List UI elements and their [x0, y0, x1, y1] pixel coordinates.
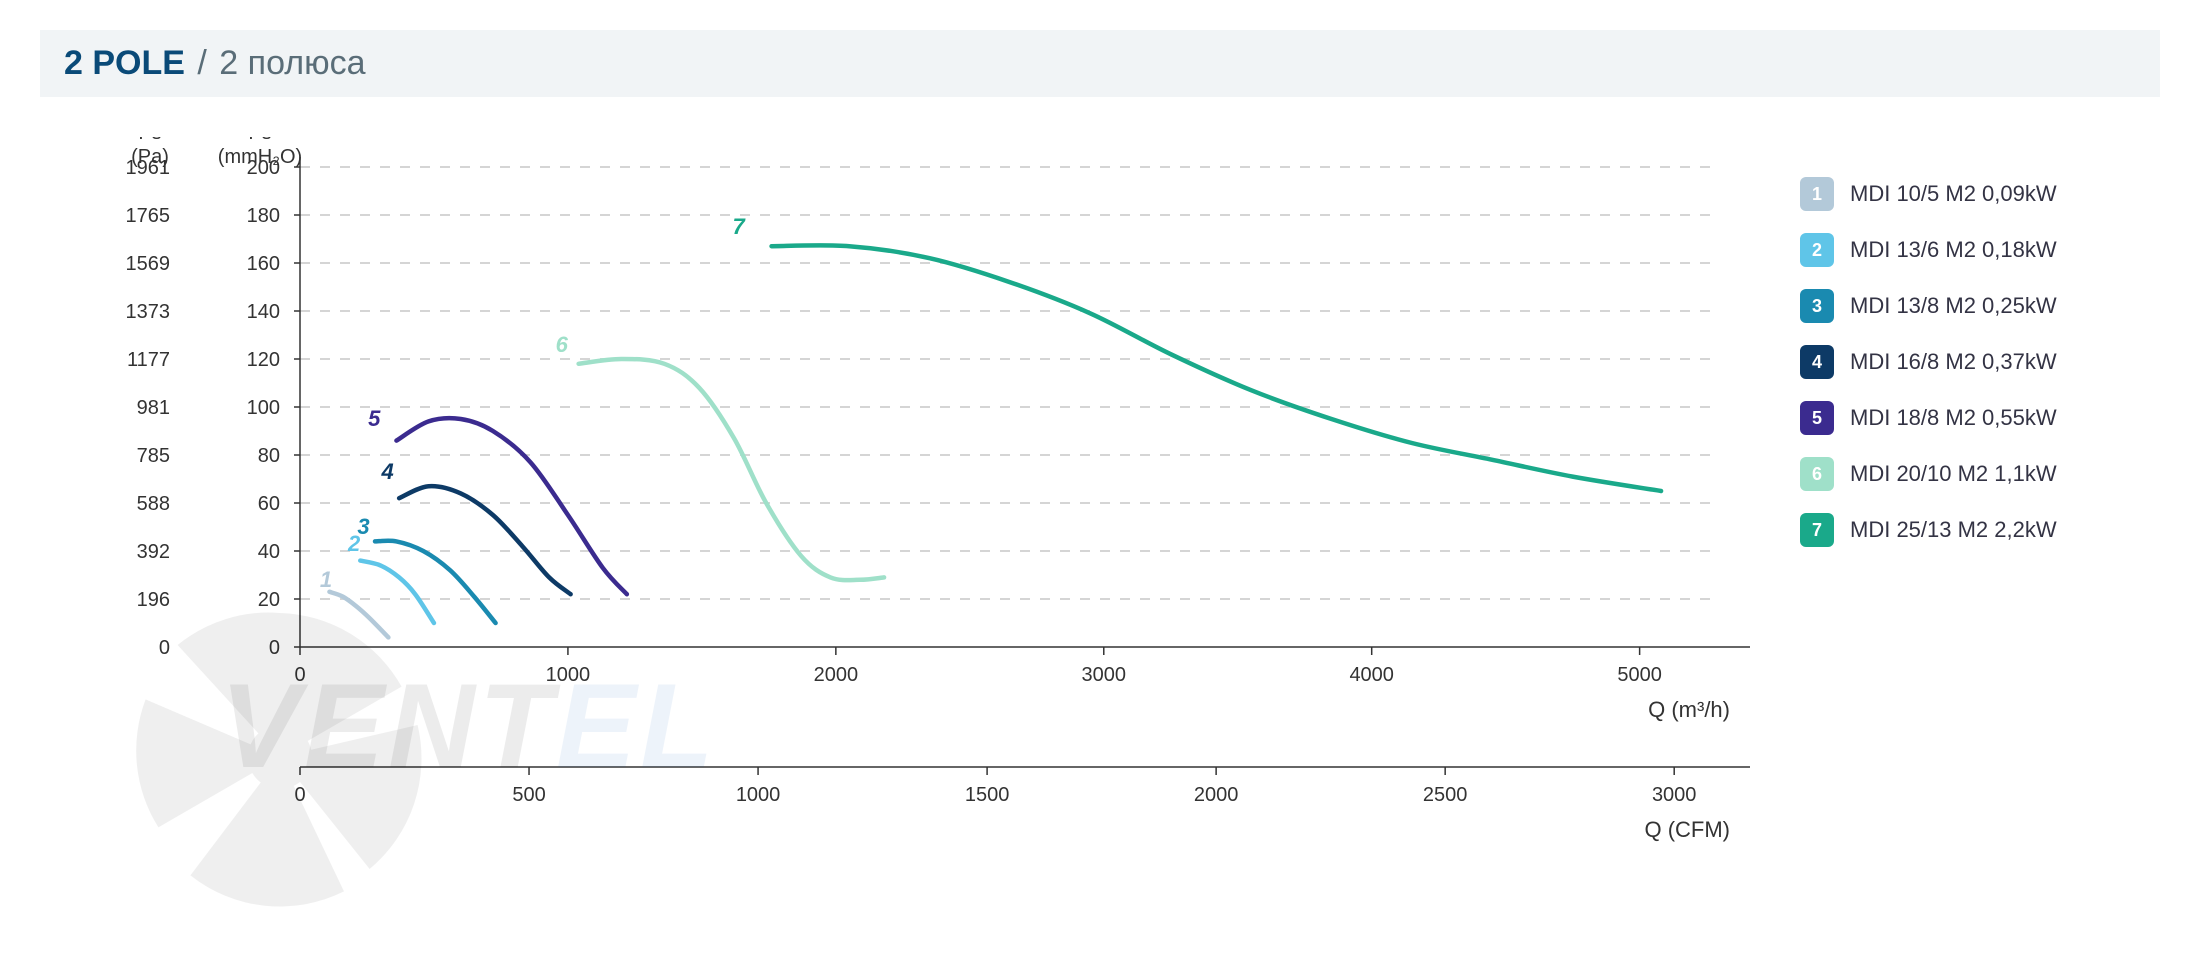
svg-text:1373: 1373 [126, 301, 171, 323]
svg-text:0: 0 [159, 637, 170, 659]
svg-text:1177: 1177 [127, 349, 170, 371]
legend-item: 1 MDI 10/5 M2 0,09kW [1800, 177, 2057, 211]
legend-label: MDI 25/13 M2 2,2kW [1850, 517, 2057, 543]
svg-text:500: 500 [512, 784, 545, 806]
legend-swatch: 5 [1800, 401, 1834, 435]
svg-text:1765: 1765 [126, 205, 171, 227]
title-sep: / [197, 44, 206, 82]
svg-text:1000: 1000 [736, 784, 781, 806]
svg-text:140: 140 [247, 301, 280, 323]
legend-label: MDI 10/5 M2 0,09kW [1850, 181, 2057, 207]
svg-text:40: 40 [258, 541, 280, 563]
series-label: 4 [381, 459, 394, 484]
svg-text:588: 588 [137, 493, 170, 515]
svg-text:981: 981 [137, 397, 170, 419]
svg-text:Q (m³/h): Q (m³/h) [1648, 697, 1730, 722]
chart-svg: 0020196403926058880785100981120117714013… [40, 137, 1760, 917]
legend-item: 5 MDI 18/8 M2 0,55kW [1800, 401, 2057, 435]
svg-text:Q (CFM): Q (CFM) [1644, 817, 1730, 842]
svg-text:1569: 1569 [126, 253, 171, 275]
svg-text:0: 0 [294, 784, 305, 806]
svg-text:1000: 1000 [546, 664, 591, 686]
legend-item: 6 MDI 20/10 M2 1,1kW [1800, 457, 2057, 491]
series-label: 5 [368, 406, 381, 431]
title-bar: 2 POLE / 2 полюса [40, 30, 2160, 97]
svg-text:2000: 2000 [814, 664, 859, 686]
svg-text:60: 60 [258, 493, 280, 515]
legend-label: MDI 20/10 M2 1,1kW [1850, 461, 2057, 487]
series-line [396, 418, 626, 594]
svg-text:Ps: Ps [138, 137, 161, 144]
legend-swatch: 6 [1800, 457, 1834, 491]
page: 2 POLE / 2 полюса VENTEL 002019640392605… [0, 0, 2200, 972]
svg-text:160: 160 [247, 253, 280, 275]
svg-text:20: 20 [258, 589, 280, 611]
title-main: 2 POLE [64, 44, 185, 82]
svg-text:Ps: Ps [248, 137, 271, 144]
legend-swatch: 2 [1800, 233, 1834, 267]
legend-swatch: 3 [1800, 289, 1834, 323]
chart: VENTEL 002019640392605888078510098112011… [40, 137, 1760, 917]
series-label: 1 [320, 567, 332, 592]
legend-swatch: 1 [1800, 177, 1834, 211]
svg-text:(mmH₂O): (mmH₂O) [218, 146, 302, 168]
series-label: 3 [357, 514, 369, 539]
svg-text:1500: 1500 [965, 784, 1010, 806]
series-line [329, 592, 388, 638]
legend-swatch: 7 [1800, 513, 1834, 547]
svg-text:(Pa): (Pa) [131, 146, 169, 168]
svg-text:3000: 3000 [1082, 664, 1127, 686]
svg-text:2500: 2500 [1423, 784, 1468, 806]
legend-label: MDI 16/8 M2 0,37kW [1850, 349, 2057, 375]
svg-text:4000: 4000 [1349, 664, 1394, 686]
legend-label: MDI 13/6 M2 0,18kW [1850, 237, 2057, 263]
series-label: 6 [556, 332, 569, 357]
svg-text:0: 0 [269, 637, 280, 659]
svg-text:3000: 3000 [1652, 784, 1697, 806]
legend: 1MDI 10/5 M2 0,09kW2MDI 13/6 M2 0,18kW3M… [1800, 177, 2057, 917]
svg-text:80: 80 [258, 445, 280, 467]
svg-text:180: 180 [247, 205, 280, 227]
series-line [375, 541, 496, 623]
series-line [579, 359, 884, 580]
legend-label: MDI 13/8 M2 0,25kW [1850, 293, 2057, 319]
legend-swatch: 4 [1800, 345, 1834, 379]
svg-text:0: 0 [294, 664, 305, 686]
legend-item: 2 MDI 13/6 M2 0,18kW [1800, 233, 2057, 267]
svg-text:785: 785 [137, 445, 170, 467]
svg-text:5000: 5000 [1617, 664, 1662, 686]
legend-label: MDI 18/8 M2 0,55kW [1850, 405, 2057, 431]
svg-text:120: 120 [247, 349, 280, 371]
svg-text:2000: 2000 [1194, 784, 1239, 806]
legend-item: 3 MDI 13/8 M2 0,25kW [1800, 289, 2057, 323]
title-ru: 2 полюса [219, 44, 365, 82]
svg-text:196: 196 [137, 589, 170, 611]
legend-item: 4 MDI 16/8 M2 0,37kW [1800, 345, 2057, 379]
series-label: 7 [733, 214, 747, 239]
legend-item: 7 MDI 25/13 M2 2,2kW [1800, 513, 2057, 547]
content: VENTEL 002019640392605888078510098112011… [40, 137, 2160, 917]
svg-text:100: 100 [247, 397, 280, 419]
series-line [360, 561, 434, 623]
svg-text:392: 392 [137, 541, 170, 563]
